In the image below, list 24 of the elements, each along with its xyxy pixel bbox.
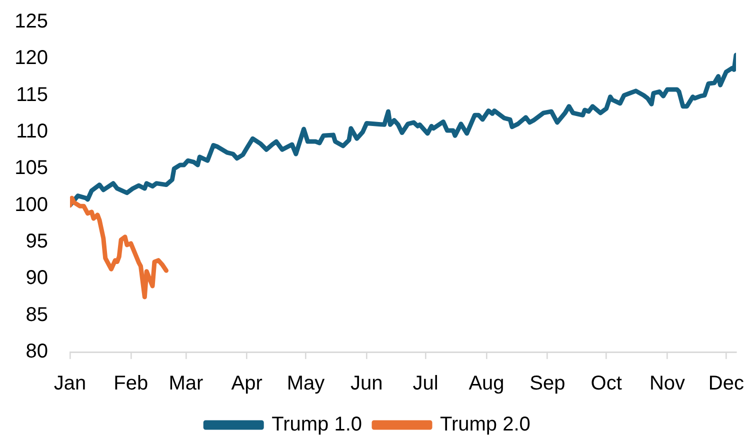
x-tick-label: Dec (708, 372, 744, 395)
x-tick-label: Jun (350, 372, 383, 395)
x-tick-label: Apr (231, 372, 263, 395)
x-tick-label: Jan (54, 372, 86, 395)
y-tick-label: 115 (16, 84, 48, 106)
legend-label: Trump 2.0 (440, 414, 530, 436)
y-tick-label: 85 (26, 304, 48, 326)
y-tick-label: 125 (14, 10, 48, 33)
y-tick-label: 80 (26, 340, 48, 363)
y-tick-label: 110 (16, 120, 48, 143)
y-tick-label: 105 (14, 157, 48, 180)
x-tick-label: Oct (590, 372, 622, 395)
x-tick-label: Nov (649, 372, 686, 395)
y-tick-label: 120 (14, 47, 48, 70)
x-tick-label: Aug (468, 372, 504, 395)
x-tick-label: Jul (412, 372, 438, 395)
y-tick-label: 95 (26, 230, 48, 253)
x-tick-label: Feb (114, 372, 148, 395)
x-tick-label: May (286, 372, 325, 395)
x-tick-label: Sep (530, 372, 566, 395)
y-tick-label: 90 (26, 267, 48, 290)
y-tick-label: 100 (14, 194, 48, 216)
x-tick-label: Mar (168, 372, 204, 395)
legend-label: Trump 1.0 (272, 414, 362, 436)
